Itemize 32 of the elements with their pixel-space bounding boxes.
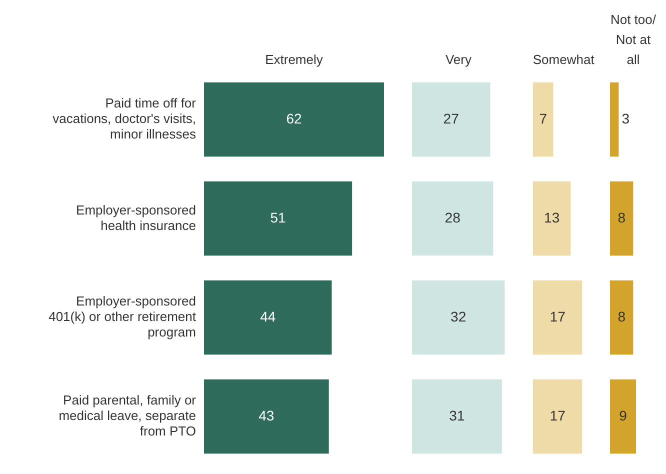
bar — [412, 181, 494, 256]
data-label: 62 — [286, 110, 302, 126]
chart-title: Extremely — [264, 51, 324, 69]
data-label: 31 — [449, 407, 465, 424]
bar — [204, 181, 352, 256]
y-tick-label: Employer-sponsored 401(k) or other retirement program — [48, 293, 196, 340]
data-label: 9 — [619, 407, 628, 424]
data-label: 44 — [260, 308, 276, 324]
y-tick-label: Paid time off for vacations, doctor's visits, minor illnesses — [52, 95, 197, 142]
bar — [412, 82, 490, 157]
chart-title: Not too/ Not at all — [610, 11, 656, 69]
bar — [204, 379, 329, 454]
data-label: 28 — [444, 209, 461, 226]
y-tick-label: Paid parental, family or medical leave, separate from PTO — [58, 392, 197, 439]
bar — [412, 280, 505, 355]
data-label: 17 — [550, 407, 566, 424]
data-label: 51 — [270, 209, 286, 226]
chart-title: Somewhat — [532, 51, 594, 69]
data-label: 8 — [618, 308, 626, 324]
data-label: 32 — [450, 308, 466, 324]
data-label: 3 — [622, 110, 630, 126]
data-label: 13 — [544, 209, 560, 226]
data-label: 43 — [258, 407, 274, 424]
data-label: 7 — [539, 110, 548, 126]
bar — [204, 82, 384, 157]
bar — [204, 280, 332, 355]
chart-title: Very — [444, 51, 472, 69]
data-label: 27 — [443, 110, 460, 126]
bar — [412, 379, 502, 454]
data-label: 17 — [550, 308, 566, 324]
data-label: 8 — [618, 209, 626, 226]
y-tick-label: Employer-sponsored health insurance — [76, 202, 196, 233]
